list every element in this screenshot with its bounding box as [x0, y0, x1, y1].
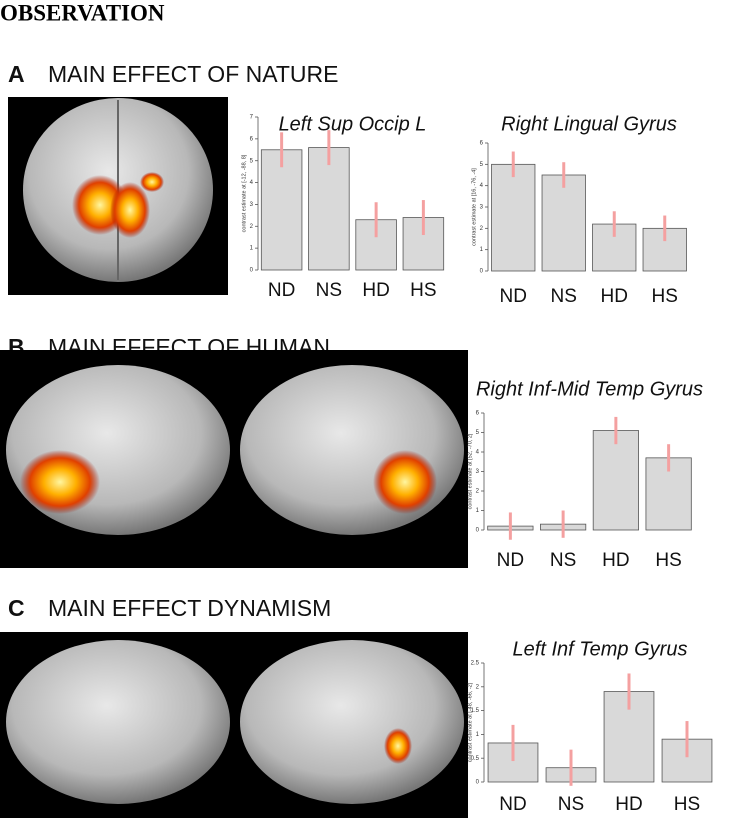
y-axis-label: contrast estimate at [52, -70, 2] — [467, 433, 473, 509]
y-tick-label: 4 — [480, 183, 484, 189]
y-tick-label: 2 — [250, 224, 254, 230]
panel-title: MAIN EFFECT DYNAMISM — [48, 595, 331, 621]
y-tick-label: 4 — [250, 180, 254, 186]
x-tick-label: ND — [500, 286, 527, 307]
y-tick-label: 5 — [250, 158, 254, 164]
bar — [260, 149, 303, 271]
brain-image — [0, 350, 468, 568]
x-tick-label: NS — [558, 794, 584, 815]
x-tick-label: HD — [615, 794, 642, 815]
y-axis-label: contrast estimate at [-48, -66, -2] — [467, 682, 473, 762]
y-tick-label: 1 — [250, 246, 254, 252]
x-tick-label: NS — [551, 286, 577, 307]
y-tick-label: 0.5 — [471, 756, 480, 762]
chart-title: Right Inf-Mid Temp Gyrus — [476, 378, 703, 400]
panel-letter: A — [8, 61, 25, 87]
y-tick-label: 6 — [250, 136, 254, 142]
bar — [541, 174, 586, 272]
x-tick-label: HS — [674, 794, 700, 815]
y-tick-label: 4 — [476, 450, 480, 456]
y-tick-label: 2 — [476, 684, 480, 690]
y-tick-label: 6 — [480, 141, 484, 147]
x-tick-label: HS — [410, 280, 436, 301]
y-tick-label: 3 — [480, 205, 484, 211]
y-tick-label: 6 — [476, 411, 480, 417]
y-tick-label: 0 — [476, 780, 480, 786]
x-tick-label: HD — [601, 286, 628, 307]
y-tick-label: 0 — [476, 528, 480, 534]
x-tick-label: ND — [499, 794, 526, 815]
y-tick-label: 3 — [250, 202, 254, 208]
heading: OBSERVATION — [0, 0, 165, 25]
x-tick-label: HD — [362, 280, 389, 301]
brain-image — [8, 97, 228, 295]
bar — [308, 147, 350, 271]
y-tick-label: 3 — [476, 469, 480, 475]
y-tick-label: 2.5 — [471, 661, 480, 667]
x-tick-label: HD — [602, 550, 629, 571]
bar — [592, 430, 639, 531]
y-tick-label: 0 — [480, 269, 484, 275]
x-tick-label: NS — [550, 550, 576, 571]
x-tick-label: HS — [655, 550, 681, 571]
y-axis-label: contrast estimate at [16, -76, -4] — [471, 168, 477, 246]
y-tick-label: 5 — [480, 162, 484, 168]
y-tick-label: 7 — [250, 115, 254, 121]
y-tick-label: 2 — [476, 489, 480, 495]
y-tick-label: 0 — [250, 268, 254, 274]
y-axis-label: contrast estimate at [-12, -88, 8] — [241, 154, 247, 232]
x-tick-label: NS — [316, 280, 342, 301]
panel-letter: C — [8, 595, 25, 621]
y-tick-label: 1 — [476, 508, 480, 514]
x-tick-label: ND — [497, 550, 524, 571]
y-tick-label: 2 — [480, 226, 484, 232]
x-tick-label: HS — [652, 286, 678, 307]
y-tick-label: 1.5 — [471, 708, 480, 714]
panel-title: MAIN EFFECT OF NATURE — [48, 61, 339, 87]
y-tick-label: 1 — [476, 732, 480, 738]
x-tick-label: ND — [268, 280, 295, 301]
bar — [642, 227, 687, 272]
y-tick-label: 5 — [476, 430, 480, 436]
y-tick-label: 1 — [480, 247, 484, 253]
brain-image — [0, 632, 468, 818]
chart-title: Left Inf Temp Gyrus — [513, 638, 688, 660]
bar — [491, 163, 536, 272]
chart-title: Right Lingual Gyrus — [501, 113, 677, 135]
chart-title: Left Sup Occip L — [279, 113, 427, 135]
